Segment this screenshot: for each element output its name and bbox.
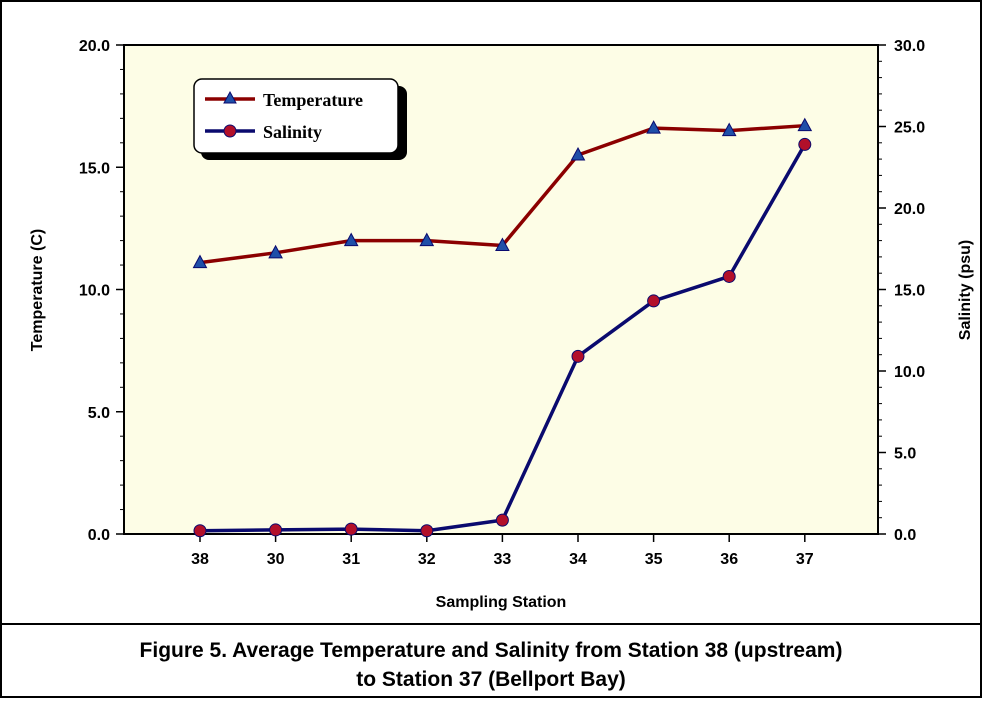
figure-caption-line-1: Figure 5. Average Temperature and Salini… [140,639,843,662]
x-tick-label: 30 [267,551,285,568]
y-tick-label: 0.0 [88,527,110,544]
x-tick-label: 34 [569,551,587,568]
salinity-point [571,349,585,363]
salinity-point [193,524,207,538]
y-tick-label: 20.0 [79,38,110,55]
axes: 0.0 5.0 10.0 15.0 20.0 0.0 5.0 10.0 15.0 20.0 25.0… [79,38,925,568]
temperature-point [721,122,737,137]
temperature-point [268,244,283,259]
y2-tick-label: 25.0 [894,120,925,137]
salinity-point [722,269,736,283]
legend-temperature-marker [223,90,237,104]
y2-tick-label: 15.0 [894,283,925,300]
series-layer [192,117,813,538]
temperature-point [495,237,510,251]
x-tick-label: 32 [418,551,436,568]
y-tick-label: 10.0 [79,283,110,300]
y2-axis-title: Salinity (psu) [957,240,974,340]
x-axis-title: Sampling Station [436,594,567,611]
x-tick-label: 36 [720,551,738,568]
salinity-point [420,524,434,538]
legend-salinity-marker [223,124,237,138]
y2-tick-label: 5.0 [894,446,916,463]
y2-tick-label: 20.0 [894,201,925,218]
temperature-point [797,117,813,132]
temperature-point [343,232,359,247]
temperature-point [570,146,586,161]
legend-temperature-label: Temperature [263,90,363,110]
salinity-point [495,513,509,527]
figure-caption-line-2: to Station 37 (Bellport Bay) [356,668,626,691]
y2-tick-label: 10.0 [894,364,925,381]
salinity-point [344,522,358,536]
salinity-point [647,294,661,308]
y-tick-label: 5.0 [88,405,110,422]
legend: Temperature Salinity [193,78,407,160]
y2-tick-label: 30.0 [894,38,925,55]
legend-salinity-label: Salinity [263,122,322,142]
x-tick-label: 33 [494,551,512,568]
y-tick-label: 15.0 [79,160,110,177]
x-tick-label: 38 [191,551,209,568]
temperature-point [646,120,661,134]
temperature-point [419,232,435,247]
temperature-point [192,254,208,269]
x-tick-label: 35 [645,551,663,568]
salinity-point [269,523,283,537]
x-tick-label: 31 [342,551,360,568]
salinity-point [798,137,812,151]
y-axis-title: Temperature (C) [29,229,46,351]
x-tick-label: 37 [796,551,814,568]
y2-tick-label: 0.0 [894,527,916,544]
